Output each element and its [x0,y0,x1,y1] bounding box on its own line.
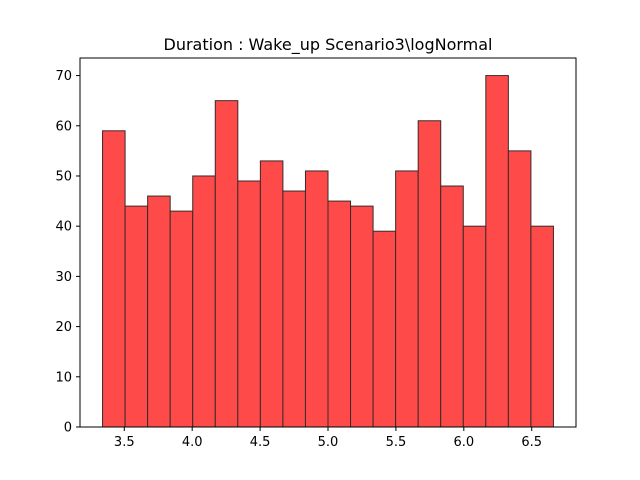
histogram-bar [237,180,261,428]
histogram-bar [169,210,194,428]
histogram-bar [440,185,464,428]
y-tick-label: 40 [55,220,72,235]
histogram-bar [372,230,397,428]
histogram-bar [462,225,487,428]
x-tick-label: 3.5 [114,435,135,450]
histogram-bar [282,190,306,428]
histogram-bar [417,120,442,428]
histogram-bar [192,175,216,428]
y-tick-label: 0 [64,421,72,436]
histogram-bar [259,160,284,428]
y-tick-label: 60 [55,119,72,134]
histogram-bar [214,100,239,428]
y-axis: 0 10 20 30 40 50 60 70 [55,69,80,436]
histogram-bar [507,150,532,428]
x-tick-label: 6.0 [453,435,474,450]
x-tick-label: 4.0 [182,435,203,450]
x-axis: 3.5 4.0 4.5 5.0 5.5 6.0 6.5 [114,427,542,450]
histogram-bar [395,170,419,428]
histogram-bar [102,130,126,428]
histogram-bar [350,205,374,428]
y-tick-label: 50 [55,169,72,184]
histogram-bar [485,75,509,428]
histogram-bar [530,225,554,428]
chart-title: Duration : Wake_up Scenario3\logNormal [164,35,493,55]
bars-group [102,75,554,428]
histogram-bar [124,205,149,428]
histogram-bar [327,200,352,428]
x-tick-label: 6.5 [521,435,542,450]
x-tick-label: 5.0 [318,435,339,450]
histogram-bar [304,170,329,428]
y-tick-label: 20 [55,320,72,335]
x-tick-label: 5.5 [386,435,407,450]
x-tick-label: 4.5 [250,435,271,450]
y-tick-label: 70 [55,69,72,84]
y-tick-label: 10 [55,370,72,385]
histogram-bar [147,195,171,428]
y-tick-label: 30 [55,270,72,285]
